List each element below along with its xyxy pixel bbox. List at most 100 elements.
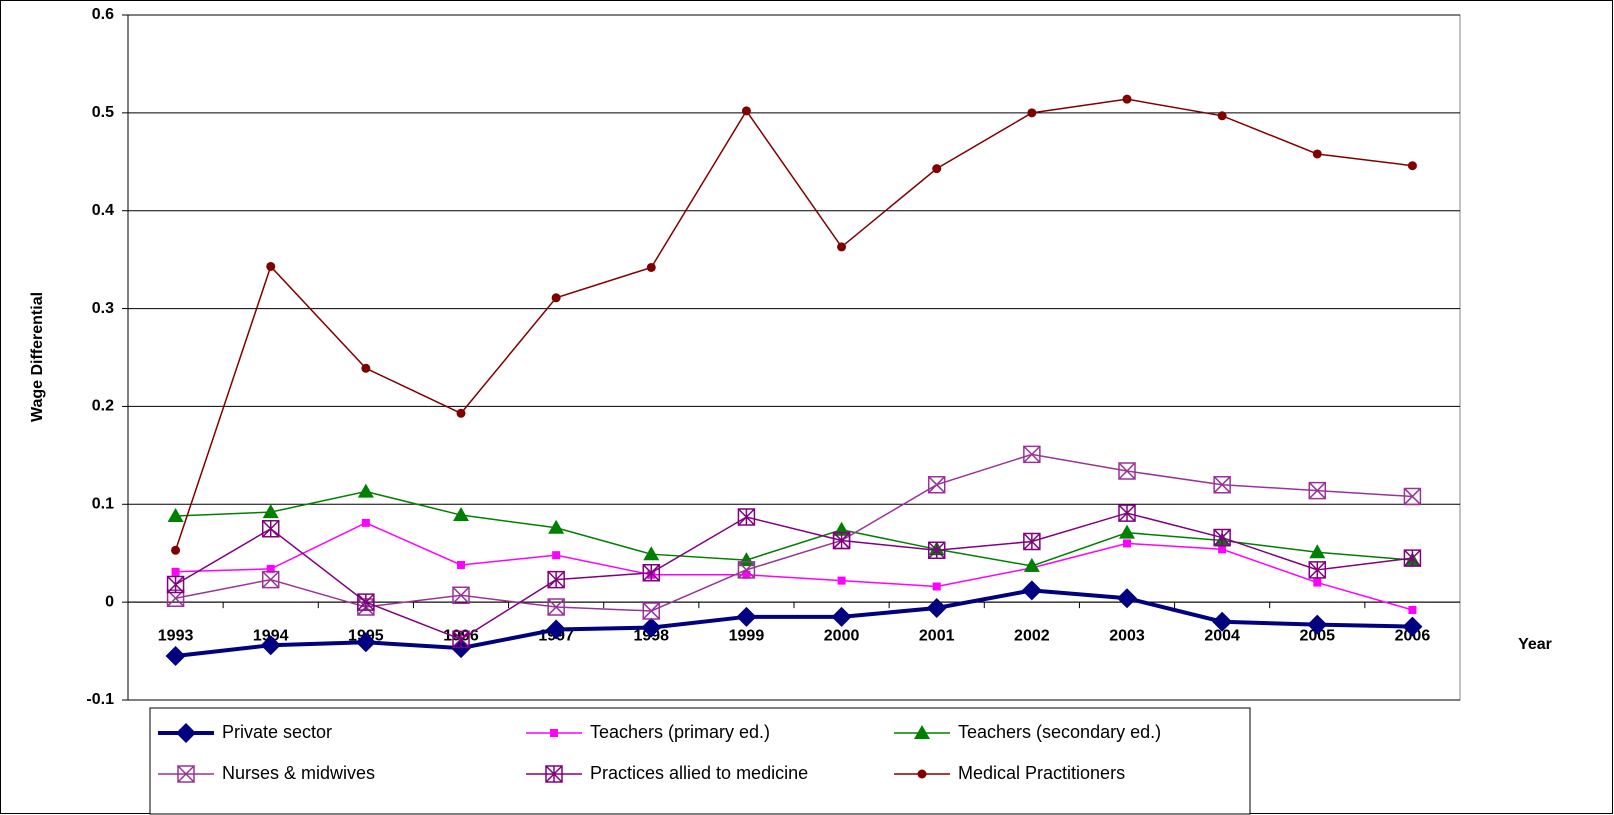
marker [1218,545,1227,554]
marker [1023,445,1041,464]
x-tick-label: 1993 [158,627,194,644]
marker [643,546,660,561]
marker [547,570,565,589]
marker [832,531,851,550]
legend-box [149,707,1251,815]
y-tick-label: -0.1 [86,691,114,708]
marker [1119,524,1135,539]
series-line [175,490,1413,567]
series-line [175,522,1413,611]
marker [261,520,280,538]
marker [641,617,662,638]
marker [1408,605,1417,614]
marker [926,598,947,619]
marker [355,632,376,653]
marker [261,570,280,589]
marker [1023,557,1040,572]
marker [837,242,847,252]
marker [914,725,930,739]
marker [171,567,180,576]
y-tick-label: 0.5 [92,104,114,121]
marker [741,106,751,116]
marker [917,769,927,779]
marker [547,598,565,616]
marker [1308,561,1327,579]
marker [361,363,371,373]
marker [552,551,561,560]
marker [837,576,846,585]
marker [646,262,656,272]
marker [831,606,852,627]
marker [357,483,374,498]
marker [1307,614,1328,635]
marker [266,564,275,573]
marker [1213,528,1231,547]
marker [166,575,185,594]
marker [1403,549,1422,567]
marker [177,765,195,783]
marker [1313,578,1322,587]
x-tick-label: 2004 [1204,627,1240,644]
marker [932,164,942,174]
marker [545,765,563,783]
marker [1027,108,1037,118]
marker [1407,161,1417,171]
marker [548,519,565,534]
marker [1123,539,1131,548]
marker [456,408,466,418]
marker [546,619,567,640]
x-tick-label: 2003 [1109,627,1145,644]
marker [1312,149,1322,159]
marker [737,508,756,526]
series-line [175,453,1413,612]
marker [1023,532,1041,551]
marker [260,635,281,656]
marker [642,602,661,620]
marker [736,606,757,627]
marker [167,508,184,523]
marker [1213,475,1231,494]
marker [1309,544,1326,559]
x-tick-label: 2005 [1299,627,1335,644]
marker [1217,111,1227,121]
legend-label: Teachers (primary ed.) [590,722,770,742]
marker [452,586,470,605]
marker [1118,504,1136,522]
marker [176,723,196,743]
marker [361,518,370,527]
marker [1402,616,1423,637]
legend-label: Private sector [222,722,332,742]
marker [1403,487,1422,506]
marker [1212,611,1233,632]
series-line [175,512,1413,641]
series-line [174,98,1413,551]
legend-label: Medical Practitioners [958,763,1125,783]
legend-label: Teachers (secondary ed.) [958,722,1161,742]
marker [171,545,181,555]
legend-label: Practices allied to medicine [590,763,808,783]
marker [457,560,465,569]
marker [1308,481,1327,500]
marker [737,561,756,579]
marker [927,541,946,560]
x-tick-label: 2002 [1014,627,1050,644]
marker [453,507,469,522]
legend-label: Nurses & midwives [222,763,375,783]
marker [1122,94,1132,104]
y-tick-label: 0.6 [92,6,114,23]
y-tick-label: 0.1 [92,496,114,513]
marker [1021,580,1042,601]
y-tick-label: 0.4 [92,202,114,219]
x-axis-label: Year [1518,636,1552,653]
x-tick-label: 1999 [729,627,765,644]
marker [165,645,186,666]
marker [642,564,661,582]
marker [1117,588,1137,609]
marker [451,638,471,659]
y-tick-label: 0 [105,593,114,610]
y-tick-label: 0.2 [92,398,114,415]
marker [1118,462,1136,480]
y-axis-label: Wage Differential [29,292,46,422]
